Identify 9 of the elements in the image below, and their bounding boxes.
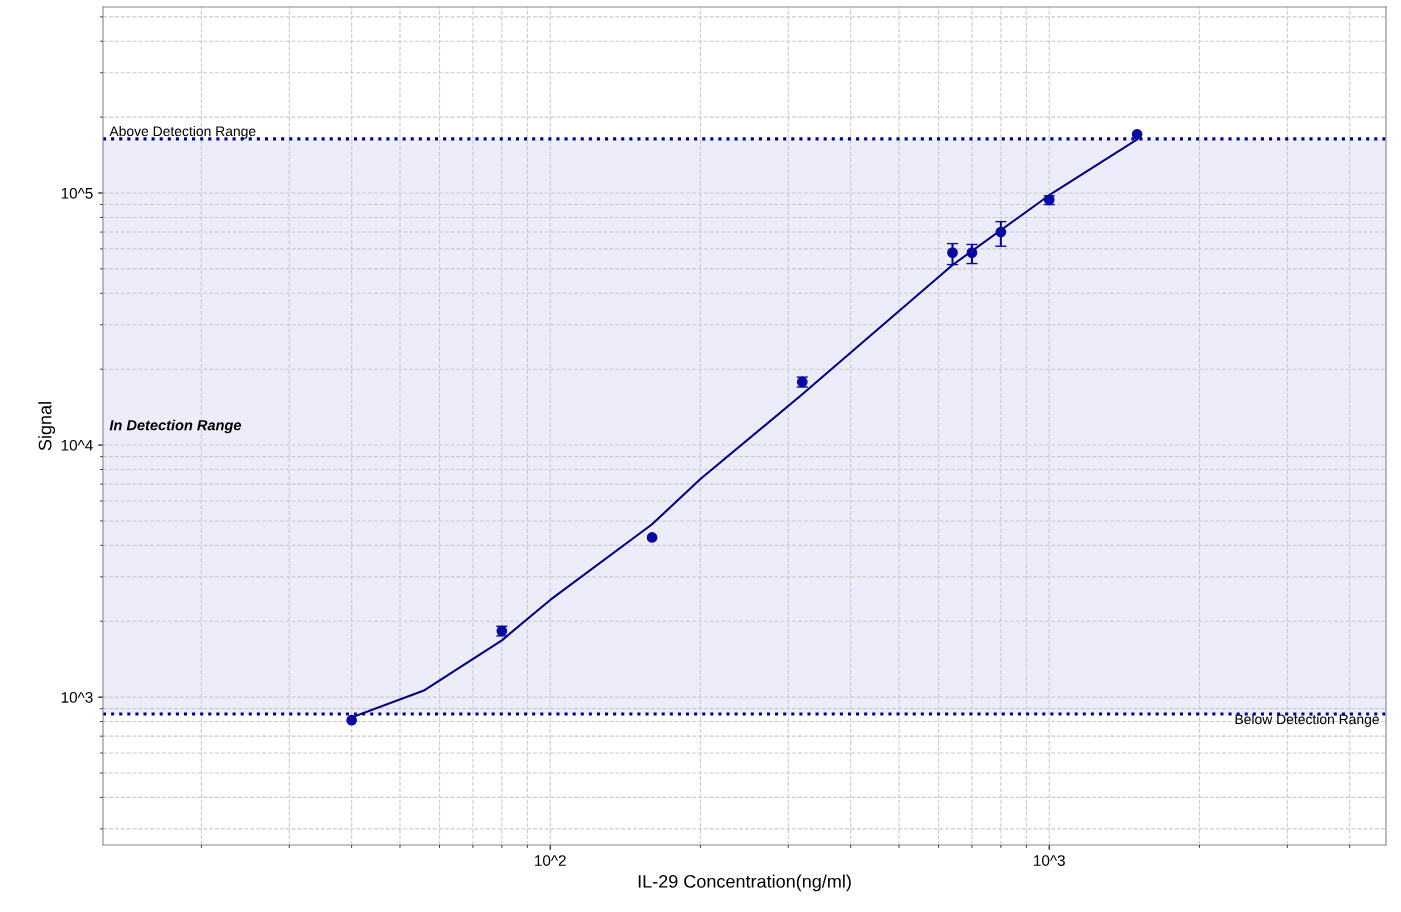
band-label: In Detection Range <box>109 419 242 434</box>
y-axis-title: Signal <box>38 402 56 451</box>
y-tick-label: 10^3 <box>61 691 93 703</box>
ref-line-label: Above Detection Range <box>109 125 256 139</box>
x-tick-label: 10^2 <box>535 855 566 866</box>
y-tick-label: 10^4 <box>61 439 93 451</box>
y-tick-label: 10^5 <box>61 187 93 199</box>
x-axis-title: IL-29 Concentration(ng/ml) <box>638 874 851 892</box>
ref-line-label: Below Detection Range <box>1235 714 1379 727</box>
